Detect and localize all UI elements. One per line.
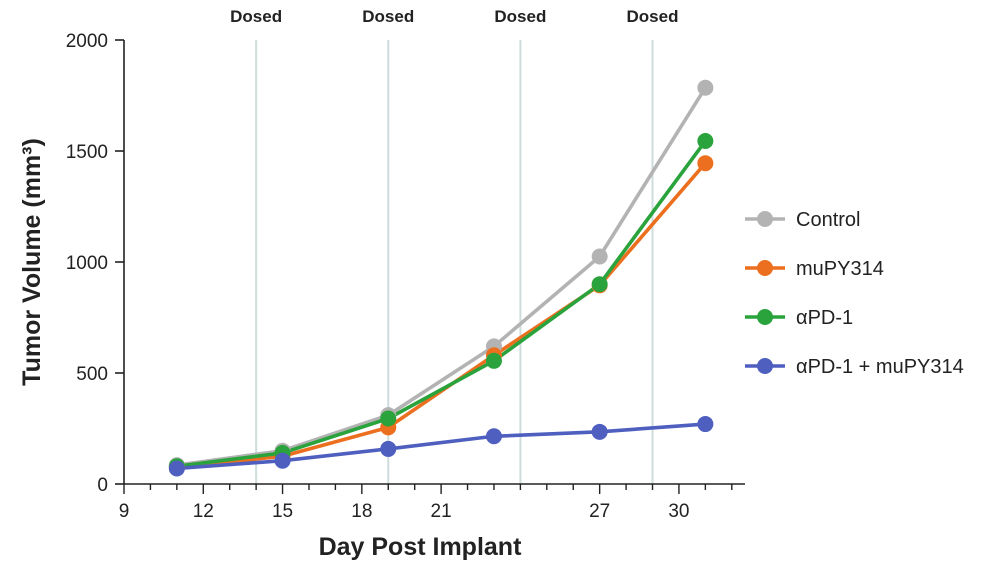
y-tick-label: 500 [76,364,108,385]
y-tick-label: 1000 [66,253,108,274]
y-tick-label: 2000 [66,31,108,52]
legend-label: αPD-1 [796,307,853,329]
data-point [697,79,714,96]
series-line [176,86,707,467]
legend-label: muPY314 [796,258,884,280]
series [168,79,714,477]
x-axis-title: Day Post Implant [319,533,522,561]
x-tick-label: 18 [351,501,372,522]
y-tick-label: 0 [97,475,108,496]
dose-label: Dosed [362,7,414,26]
dose-label: Dosed [494,7,546,26]
data-point [591,423,608,440]
data-point [485,428,502,445]
x-tick-label: 27 [589,501,610,522]
ticks: 0 500 1000 1500 2000 9 12 15 18 21 27 30 [66,31,733,522]
data-point [274,452,291,469]
x-tick-label: 9 [119,501,130,522]
dose-lines: Dosed Dosed Dosed Dosed [230,7,678,484]
x-tick-label: 30 [668,501,689,522]
y-axis-title: Tumor Volume (mm³) [18,138,46,386]
data-point [485,352,502,369]
series-line [176,139,707,469]
data-point [591,276,608,293]
legend-marker [757,309,773,325]
data-point [697,133,714,150]
legend-label: Control [796,209,860,231]
legend-marker [757,358,773,374]
dose-label: Dosed [627,7,679,26]
data-point [380,410,397,427]
y-tick-label: 1500 [66,142,108,163]
series-line [176,422,706,471]
data-point [697,155,714,172]
data-point [380,440,397,457]
data-point [697,416,714,433]
legend-marker [757,211,773,227]
x-tick-label: 21 [431,501,452,522]
x-tick-label: 15 [272,501,293,522]
data-point [168,460,185,477]
x-tick-label: 12 [193,501,214,522]
legend-label: αPD-1 + muPY314 [796,356,964,378]
dose-label: Dosed [230,7,282,26]
data-point [591,248,608,265]
legend: Control muPY314 αPD-1 αPD-1 + muPY314 [745,209,964,378]
legend-marker [757,260,773,276]
